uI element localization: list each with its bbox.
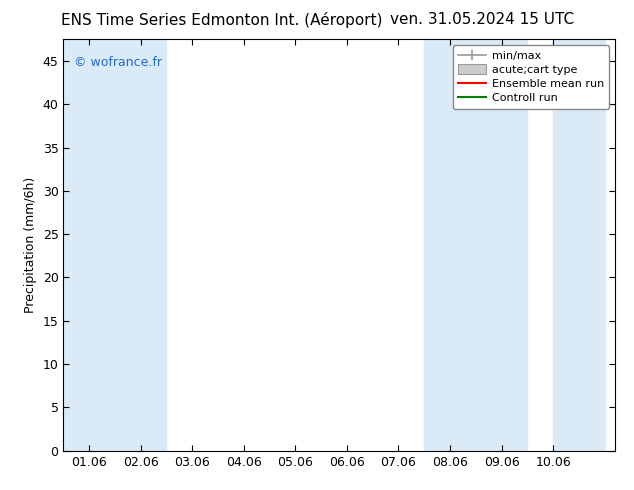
Bar	[424, 39, 527, 451]
Bar	[63, 39, 167, 451]
Y-axis label: Precipitation (mm/6h): Precipitation (mm/6h)	[24, 177, 37, 313]
Bar	[553, 39, 605, 451]
Text: © wofrance.fr: © wofrance.fr	[74, 56, 162, 69]
Text: ven. 31.05.2024 15 UTC: ven. 31.05.2024 15 UTC	[390, 12, 574, 27]
Legend: min/max, acute;cart type, Ensemble mean run, Controll run: min/max, acute;cart type, Ensemble mean …	[453, 45, 609, 109]
Text: ENS Time Series Edmonton Int. (Aéroport): ENS Time Series Edmonton Int. (Aéroport)	[61, 12, 383, 28]
